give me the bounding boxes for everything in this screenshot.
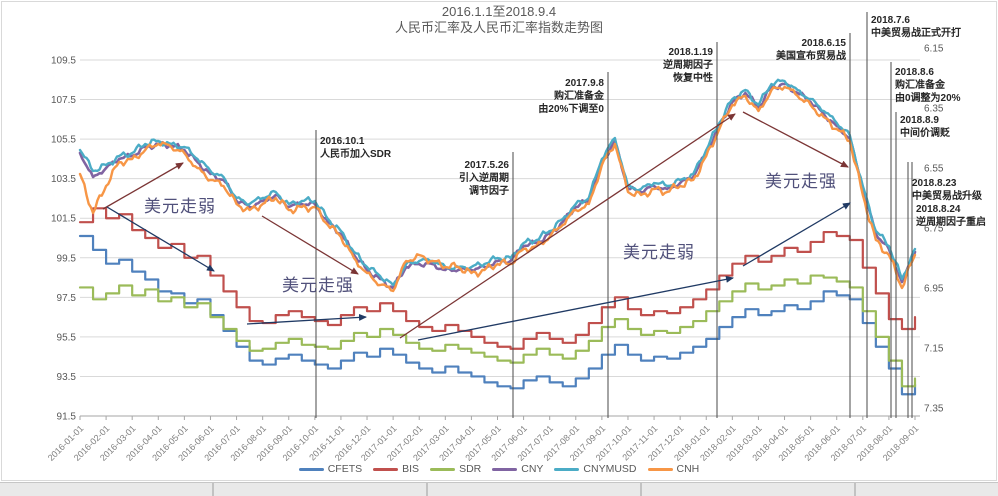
event-text-2018.6.15: 2018.6.15 xyxy=(802,38,847,49)
event-text-2017.5.26: 调节因子 xyxy=(469,184,509,197)
svg-text:105.5: 105.5 xyxy=(51,135,76,146)
legend-label-cny: CNY xyxy=(521,463,544,475)
trend-arrow-1 xyxy=(102,162,184,210)
chart-plot-area[interactable]: 109.5 107.5 105.5 103.5 101.5 99.5 97.5 95.5 93.… xyxy=(0,0,998,482)
trend-label-1: 美元走弱 xyxy=(144,197,216,216)
event-text-2017.5.26: 2017.5.26 xyxy=(465,160,510,171)
legend-label-cnymusd: CNYMUSD xyxy=(583,463,637,475)
trend-arrow-2 xyxy=(106,206,215,272)
svg-text:7.15: 7.15 xyxy=(924,344,944,355)
trend-arrow-5 xyxy=(399,113,736,339)
svg-text:103.5: 103.5 xyxy=(51,174,76,185)
trend-label-4: 美元走强 xyxy=(765,172,837,191)
event-text-2018.8.6: 由0调整为20% xyxy=(895,91,961,104)
series-cnh-line xyxy=(78,85,917,293)
svg-text:6.95: 6.95 xyxy=(924,284,944,295)
legend-swatch-cnh xyxy=(647,467,673,471)
svg-text:6.75: 6.75 xyxy=(924,224,944,235)
event-text-2018.7.6: 中美贸易战正式开打 xyxy=(871,26,961,39)
chart-title-line2: 人民币汇率及人民币汇率指数走势图 xyxy=(394,20,603,35)
legend-item-cnymusd: CNYMUSD xyxy=(554,463,637,475)
trend-arrow-3 xyxy=(261,215,359,275)
event-text-2018.8.9: 中间价调贬 xyxy=(900,126,950,139)
svg-text:109.5: 109.5 xyxy=(51,56,76,67)
event-text-2018.1.19: 恢复中性 xyxy=(673,71,713,84)
legend-item-cfets: CFETS xyxy=(298,463,363,475)
event-text-2018.8.6: 2018.8.6 xyxy=(895,67,934,78)
event-text-2017.9.8: 购汇准备金 xyxy=(554,89,605,102)
svg-text:93.5: 93.5 xyxy=(57,372,77,383)
event-text-2018.1.19: 逆周期因子 xyxy=(663,58,713,71)
event-text-2017.5.26: 引入逆周期 xyxy=(459,171,509,184)
legend-swatch-bis xyxy=(373,467,399,471)
gridlines xyxy=(79,59,920,420)
event-text-2018.1.19: 2018.1.19 xyxy=(669,47,714,58)
chart-title-line1: 2016.1.1至2018.9.4 xyxy=(441,4,557,19)
legend-label-cnh: CNH xyxy=(676,463,700,475)
event-text-2018.8.23: 中美贸易战升级 xyxy=(912,189,983,202)
trend-arrow-4 xyxy=(246,313,367,325)
chart-frame xyxy=(1,1,997,481)
trend-arrow-7 xyxy=(742,111,849,168)
svg-text:101.5: 101.5 xyxy=(51,214,76,225)
legend-swatch-cnymusd xyxy=(554,467,580,471)
trend-arrow-8 xyxy=(742,202,851,267)
chart-title: 2016.1.1至2018.9.4 人民币汇率及人民币汇率指数走势图 xyxy=(0,4,998,36)
legend-item-cnh: CNH xyxy=(647,463,700,475)
axis-labels: 109.5 107.5 105.5 103.5 101.5 99.5 97.5 95.5 93.… xyxy=(46,44,944,463)
legend-swatch-sdr xyxy=(430,467,456,471)
event-text-2017.9.8: 由20%下调至0 xyxy=(538,102,604,115)
legend-label-cfets: CFETS xyxy=(327,463,363,475)
event-text-2018.8.6: 购汇准备金 xyxy=(895,78,946,91)
event-text-2018.8.24: 逆周期因子重启 xyxy=(916,215,986,228)
event-text-2018.7.6: 2018.7.6 xyxy=(871,15,910,26)
event-text-2018.6.15: 美国宣布贸易战 xyxy=(776,49,846,62)
legend-item-bis: BIS xyxy=(373,463,419,475)
trend-label-3: 美元走弱 xyxy=(623,243,695,262)
event-text-2017.9.8: 2017.9.8 xyxy=(565,78,604,89)
svg-text:95.5: 95.5 xyxy=(57,332,77,343)
svg-text:6.35: 6.35 xyxy=(924,104,944,115)
chart-legend: CFETS BIS SDR CNY CNYMUSD CNH xyxy=(0,463,998,475)
event-text-2018.8.23: 2018.8.23 xyxy=(912,178,957,189)
event-text-2018.8.9: 2018.8.9 xyxy=(900,115,939,126)
trend-label-2: 美元走强 xyxy=(282,276,354,295)
legend-label-bis: BIS xyxy=(402,463,420,475)
legend-swatch-cfets xyxy=(298,467,324,471)
svg-text:107.5: 107.5 xyxy=(51,95,76,106)
svg-text:7.35: 7.35 xyxy=(924,404,944,415)
trend-arrow-6 xyxy=(417,275,734,341)
svg-text:91.5: 91.5 xyxy=(57,412,77,423)
svg-text:97.5: 97.5 xyxy=(57,293,77,304)
series-lines xyxy=(78,78,917,396)
series-bis-line xyxy=(78,207,917,350)
series-sdr-line xyxy=(78,274,917,388)
event-text-2018.8.24: 2018.8.24 xyxy=(916,204,961,215)
event-text-2016.10.1: 2016.10.1 xyxy=(320,136,365,147)
event-text-2016.10.1: 人民币加入SDR xyxy=(320,147,392,160)
svg-text:6.55: 6.55 xyxy=(924,164,944,175)
legend-swatch-cny xyxy=(492,467,518,471)
legend-label-sdr: SDR xyxy=(459,463,482,475)
svg-text:99.5: 99.5 xyxy=(57,253,77,264)
series-cnymusd-line xyxy=(78,78,917,287)
legend-item-sdr: SDR xyxy=(430,463,481,475)
spreadsheet-row-strip[interactable] xyxy=(0,482,998,496)
svg-text:6.15: 6.15 xyxy=(924,44,944,55)
legend-item-cny: CNY xyxy=(492,463,543,475)
